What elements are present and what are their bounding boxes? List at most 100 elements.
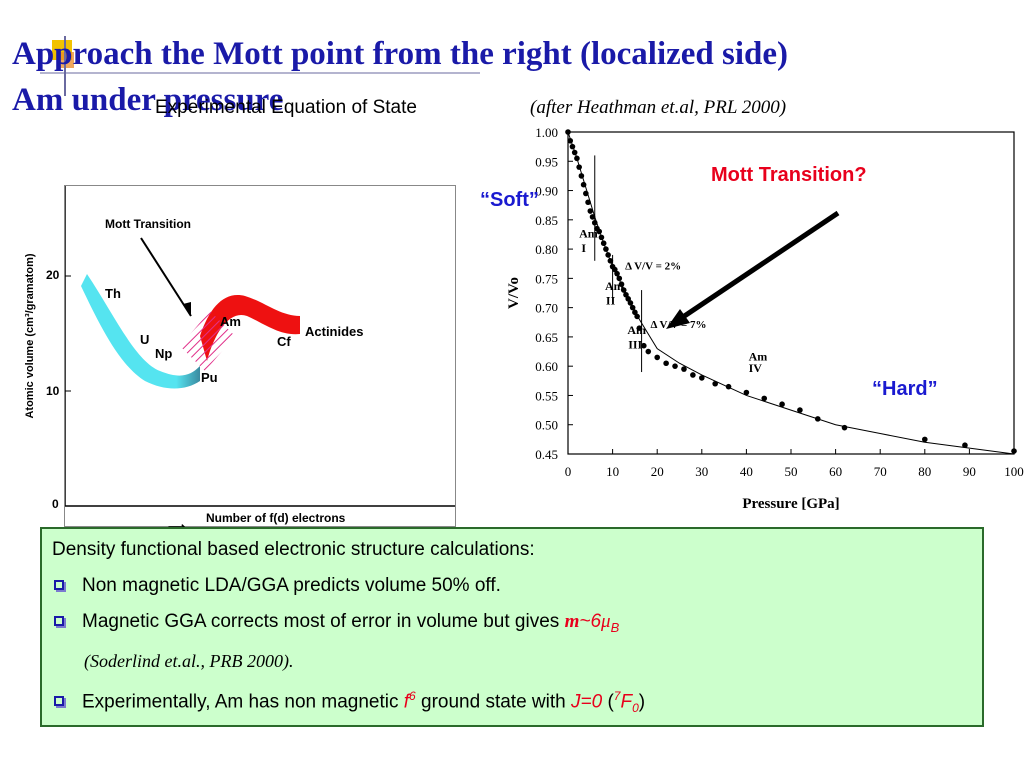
actinides-label: Actinides — [305, 324, 364, 339]
data-point — [618, 281, 625, 288]
x-tick-label: 70 — [874, 464, 887, 479]
phase-label: II — [606, 294, 616, 308]
soft-label: “Soft” — [480, 189, 539, 211]
data-point — [779, 401, 785, 408]
element-th: Th — [105, 286, 121, 301]
data-point — [580, 181, 587, 188]
phase-label: IV — [749, 361, 763, 375]
element-np: Np — [155, 346, 172, 361]
data-point — [614, 270, 620, 277]
data-point — [576, 164, 582, 170]
x-axis-label: Pressure [GPa] — [742, 496, 839, 512]
data-point — [627, 300, 634, 306]
data-point — [629, 304, 636, 311]
data-point — [623, 291, 629, 298]
data-point — [1011, 448, 1017, 454]
x-tick-label: 30 — [695, 464, 708, 479]
data-point — [616, 275, 623, 282]
summary-bullet-3: Experimentally, Am has non magnetic f6 g… — [54, 689, 645, 715]
phase-label: Am — [627, 323, 646, 337]
data-point — [571, 149, 578, 156]
element-u: U — [140, 332, 149, 347]
data-point — [663, 360, 669, 367]
data-point — [654, 354, 660, 361]
phase-label: Am — [605, 279, 624, 293]
data-point — [641, 342, 647, 349]
x-tick-label: 90 — [963, 464, 976, 479]
data-point — [585, 199, 591, 206]
y-axis-label: V/Vo — [506, 277, 522, 309]
data-point — [598, 234, 605, 241]
data-point — [574, 155, 580, 162]
data-point — [743, 389, 750, 396]
data-point — [620, 287, 627, 293]
mott-transition-arrow — [140, 237, 192, 317]
eos-chart-panel: 0 10 20 30 40 50 60 70 80 90 100 0.45 0.50 0.55 0.60 0.… — [488, 120, 1024, 520]
y-tick-label: 1.00 — [535, 125, 558, 140]
data-point — [712, 380, 718, 387]
data-point — [636, 325, 643, 331]
data-point — [589, 214, 596, 220]
title-decoration-hline — [40, 72, 480, 74]
y-tick-label: 0.55 — [535, 388, 558, 403]
data-point — [922, 436, 928, 443]
data-point — [625, 296, 632, 302]
data-point — [600, 240, 607, 247]
figure-citation: (after Heathman et.al, PRL 2000) — [530, 97, 787, 118]
data-point — [634, 313, 640, 320]
summary-bullet-2: Magnetic GGA corrects most of error in v… — [54, 611, 619, 635]
data-point — [962, 442, 968, 449]
slide-title-line2: Am under pressure — [12, 82, 284, 118]
phase-label: Am — [579, 226, 598, 240]
data-point — [583, 190, 589, 197]
y-tick-label: 0.75 — [535, 271, 558, 286]
data-point — [645, 348, 652, 355]
summary-citation: (Soderlind et.al., PRB 2000). — [84, 651, 294, 671]
phase-label: III — [628, 338, 642, 352]
data-point — [587, 208, 594, 214]
x-tick-label: 20 — [651, 464, 664, 479]
element-cf: Cf — [277, 334, 291, 349]
data-point — [567, 137, 574, 144]
data-point — [681, 366, 687, 372]
delocalized-band — [81, 274, 200, 389]
element-am: Am — [220, 314, 241, 329]
phase-label: I — [581, 241, 586, 255]
data-point — [569, 143, 576, 150]
x-tick-label: 100 — [1004, 464, 1024, 479]
data-point — [596, 228, 603, 235]
mott-transition-label: Mott Transition — [105, 217, 191, 231]
bullet-icon — [54, 580, 64, 590]
data-point — [605, 252, 611, 258]
left-figure-svg: Mott Transition Th U Np Pu Am Cf Actinid… — [64, 186, 455, 507]
left-figure-panel: Mott Transition Th U Np Pu Am Cf Actinid… — [64, 185, 456, 527]
figure-subtitle: Experimental Equation of State — [155, 97, 417, 118]
data-point — [761, 395, 768, 402]
x-tick-label: 40 — [740, 464, 753, 479]
data-point — [578, 173, 585, 179]
data-point — [603, 246, 609, 252]
x-tick-label: 10 — [606, 464, 619, 479]
mott-pointer-arrow — [666, 210, 840, 329]
mott-transition-question: Mott Transition? — [711, 164, 867, 186]
data-point — [632, 309, 638, 316]
left-ytick-label-10: 10 — [46, 384, 60, 398]
x-tick-label: 0 — [565, 464, 572, 479]
y-tick-label: 0.95 — [535, 154, 558, 169]
title-decoration-square-2 — [58, 52, 74, 68]
title-decoration-vline — [64, 36, 66, 96]
left-x-axis-label: Number of f(d) electrons — [206, 511, 346, 525]
data-point — [814, 416, 821, 422]
summary-bullet-1: Non magnetic LDA/GGA predicts volume 50%… — [54, 575, 501, 597]
summary-intro: Density functional based electronic stru… — [52, 539, 535, 560]
data-point — [607, 258, 614, 264]
data-point — [565, 129, 571, 135]
y-tick-label: 0.70 — [535, 301, 558, 316]
bullet-icon — [54, 696, 64, 707]
y-tick-label: 0.90 — [535, 184, 558, 199]
hard-label: “Hard” — [872, 378, 938, 400]
volume-collapse-label: Δ V/V = 2% — [625, 261, 681, 273]
localized-band — [200, 295, 300, 361]
data-point — [725, 383, 732, 390]
y-tick-label: 0.80 — [535, 242, 558, 257]
